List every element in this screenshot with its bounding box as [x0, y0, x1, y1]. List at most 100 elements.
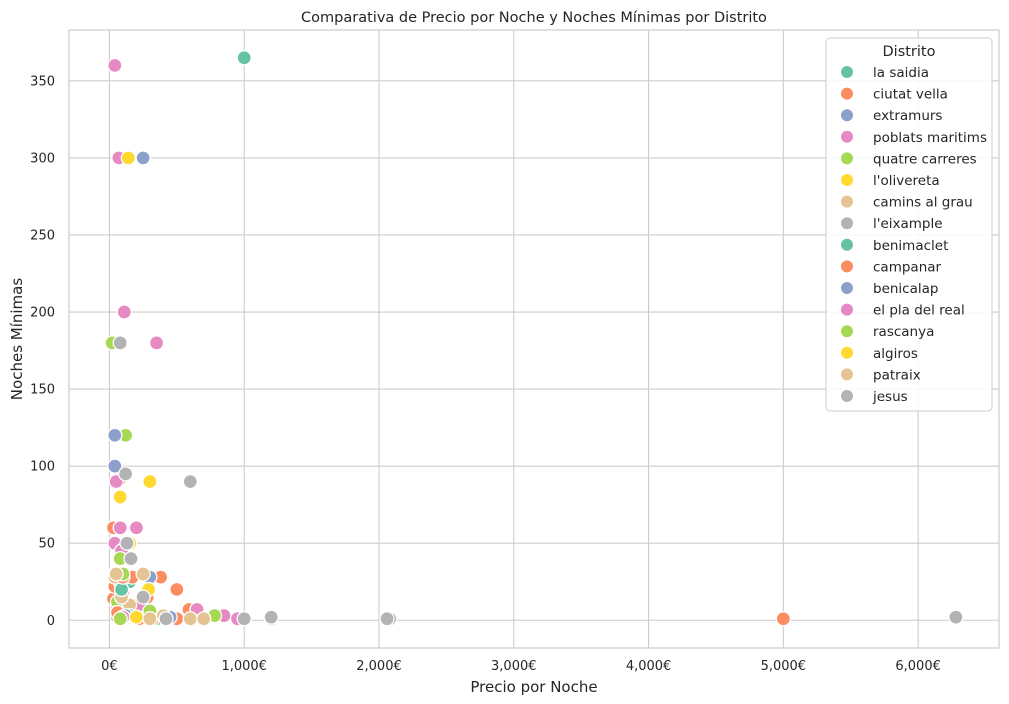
legend-label: l'eixample — [873, 216, 943, 232]
legend-item: rascanya — [840, 324, 934, 340]
legend-item: poblats maritims — [840, 129, 987, 146]
x-tick-label: 4,000€ — [626, 659, 672, 674]
legend-label: poblats maritims — [873, 130, 987, 146]
data-point — [236, 611, 252, 627]
data-point — [182, 473, 198, 490]
x-tick-label: 5,000€ — [761, 659, 807, 674]
legend-item: benicalap — [840, 281, 938, 297]
x-tick-label: 3,000€ — [491, 659, 537, 674]
legend-marker — [840, 151, 854, 166]
legend-marker — [840, 259, 854, 274]
legend-item: patraix — [840, 367, 921, 383]
y-tick-label: 350 — [30, 74, 55, 89]
legend: Distrito la saidia ciutat vella extramurs p… — [825, 37, 993, 412]
legend-label: camins al grau — [873, 195, 973, 211]
legend-item: l'eixample — [840, 216, 943, 232]
legend-marker — [840, 389, 854, 403]
y-tick-label: 150 — [30, 383, 55, 398]
legend-label: patraix — [873, 367, 921, 383]
legend-marker — [840, 86, 854, 101]
legend-item: quatre carreres — [840, 151, 977, 167]
x-tick-label: 1,000€ — [221, 659, 267, 674]
data-point — [196, 611, 212, 627]
legend-item: algiros — [840, 345, 918, 362]
legend-label: rascanya — [873, 324, 934, 340]
legend-items: la saidia ciutat vella extramurs poblats ma… — [840, 65, 987, 405]
x-tick-labels: 0€ 1,000€ 2,000€ 3,000€ 4,000€ 5,000€ 6,000€ — [101, 659, 941, 674]
data-point — [128, 609, 145, 625]
legend-marker — [840, 108, 854, 123]
y-tick-label: 300 — [30, 151, 55, 166]
legend-label: ciutat vella — [873, 87, 948, 103]
y-tick-label: 0 — [47, 614, 55, 629]
legend-marker — [840, 324, 854, 339]
legend-marker — [840, 194, 854, 209]
data-point — [112, 489, 128, 505]
chart-title: Comparativa de Precio por Noche y Noches… — [301, 10, 767, 26]
legend-item: ciutat vella — [840, 86, 948, 103]
legend-marker — [840, 65, 854, 79]
legend-label: l'olivereta — [873, 173, 940, 189]
legend-label: campanar — [873, 259, 942, 275]
legend-label: la saidia — [873, 65, 929, 81]
legend-item: benimaclet — [840, 237, 948, 254]
x-axis-title: Precio por Noche — [470, 678, 597, 696]
legend-label: algiros — [873, 346, 918, 362]
legend-label: benimaclet — [873, 238, 948, 254]
legend-marker — [840, 173, 854, 187]
data-point — [135, 566, 151, 582]
y-tick-label: 250 — [30, 228, 55, 243]
data-point — [775, 611, 791, 627]
data-point — [107, 427, 123, 443]
data-point — [379, 611, 395, 627]
legend-label: quatre carreres — [873, 151, 977, 167]
legend-marker — [840, 302, 854, 317]
data-point — [263, 609, 279, 625]
legend-item: l'olivereta — [840, 173, 940, 189]
y-tick-labels: 0 50 100 150 200 250 300 350 — [30, 74, 55, 628]
legend-label: el pla del real — [873, 303, 965, 319]
data-point — [119, 535, 135, 551]
y-tick-label: 50 — [38, 537, 55, 552]
legend-item: el pla del real — [840, 302, 965, 319]
legend-marker — [840, 237, 854, 252]
legend-label: benicalap — [873, 281, 938, 297]
data-point — [120, 150, 136, 166]
legend-item: campanar — [840, 259, 942, 275]
y-tick-label: 100 — [30, 460, 55, 475]
legend-marker — [840, 367, 854, 382]
data-point — [948, 609, 964, 625]
legend-marker — [840, 281, 854, 295]
legend-label: extramurs — [873, 108, 942, 124]
data-point — [182, 611, 198, 627]
legend-item: extramurs — [840, 108, 942, 124]
legend-marker — [840, 129, 854, 144]
data-point — [108, 566, 124, 582]
legend-item: jesus — [840, 389, 908, 405]
y-tick-label: 200 — [30, 306, 55, 321]
data-point — [112, 520, 128, 536]
data-point — [128, 520, 145, 536]
data-point — [112, 335, 128, 351]
data-point — [169, 581, 185, 598]
legend-title: Distrito — [883, 44, 936, 60]
x-tick-label: 6,000€ — [895, 659, 941, 674]
data-point — [135, 589, 151, 605]
x-tick-label: 2,000€ — [356, 659, 402, 674]
data-point — [116, 304, 132, 320]
data-point — [236, 50, 252, 66]
data-point — [107, 57, 123, 74]
legend-box — [825, 37, 993, 412]
data-point — [135, 150, 151, 166]
x-tick-label: 0€ — [101, 659, 118, 674]
data-point — [107, 458, 123, 474]
data-point — [142, 611, 158, 627]
data-points — [104, 50, 964, 627]
data-point — [148, 335, 165, 351]
data-point — [117, 466, 134, 482]
legend-item: la saidia — [840, 65, 929, 81]
data-point — [158, 611, 174, 627]
data-point — [142, 473, 158, 490]
legend-label: jesus — [872, 389, 908, 405]
legend-marker — [840, 345, 854, 360]
